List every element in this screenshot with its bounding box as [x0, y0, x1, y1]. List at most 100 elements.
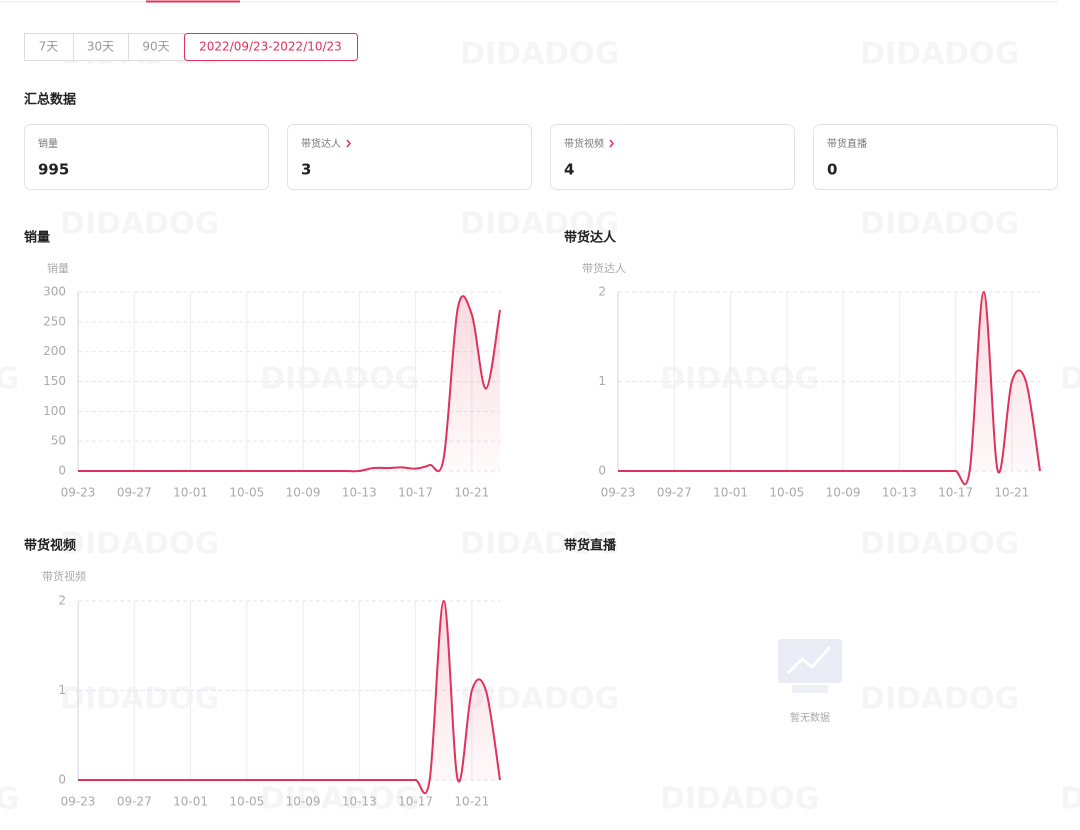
- x-tick-label: 10-05: [229, 795, 264, 809]
- link-arrow: [609, 139, 614, 148]
- y-tick-label: 250: [43, 314, 66, 328]
- x-tick-label: 09-27: [117, 795, 152, 809]
- empty-icon: [778, 639, 842, 683]
- line: [78, 599, 501, 795]
- watermark: DIDADOG: [260, 782, 419, 817]
- card-label: 带货直播: [827, 137, 867, 150]
- date-filter-button[interactable]: 2022/09/23-2022/10/23: [184, 33, 358, 61]
- date-filters: 7天 30天 90天 2022/09/23-2022/10/23: [24, 33, 358, 61]
- chart-title: 带货直播: [564, 538, 617, 554]
- x-tick-label: 10-13: [342, 795, 377, 809]
- x-tick-label: 10-01: [173, 486, 208, 500]
- card-label: 带货达人: [301, 137, 341, 150]
- x-tick-label: 09-23: [61, 486, 96, 500]
- empty-icon-stand: [792, 685, 828, 693]
- y-axis-title: 销量: [47, 261, 69, 275]
- button-label: 2022/09/23-2022/10/23: [199, 40, 342, 54]
- card-bg: [287, 124, 532, 190]
- x-tick-label: 09-23: [601, 486, 636, 500]
- watermark: DIDADOG: [60, 682, 219, 717]
- x-tick-label: 10-13: [342, 486, 377, 500]
- y-tick-label: 2: [598, 285, 606, 299]
- watermark: DIDADOG: [860, 527, 1019, 562]
- y-tick-label: 0: [58, 773, 66, 787]
- stat-card[interactable]: 带货视频 4: [550, 124, 795, 190]
- watermark: DIDADOG: [660, 782, 819, 817]
- y-tick-label: 300: [43, 285, 66, 299]
- x-tick-label: 10-21: [454, 486, 489, 500]
- card-bg: [813, 124, 1058, 190]
- stat-card[interactable]: 带货达人 3: [287, 124, 532, 190]
- x-tick-label: 10-05: [229, 486, 264, 500]
- section-title: 汇总数据: [24, 92, 76, 108]
- button-label: 7天: [39, 40, 59, 54]
- card-value: 4: [564, 161, 574, 179]
- watermark: DIDADOG: [260, 362, 419, 397]
- x-tick-label: 10-09: [826, 486, 861, 500]
- y-tick-label: 50: [51, 434, 66, 448]
- card-value: 3: [301, 161, 311, 179]
- x-tick-label: 10-01: [173, 795, 208, 809]
- y-axis-title: 带货视频: [42, 569, 86, 583]
- button-bg: [184, 33, 358, 61]
- watermark: DIDADOG: [0, 362, 19, 397]
- watermark: DIDADOG: [860, 207, 1019, 242]
- chart-title: 销量: [24, 230, 50, 246]
- watermark: DIDADOG: [460, 37, 619, 72]
- stat-card: 带货直播 0: [813, 124, 1058, 190]
- y-tick-label: 100: [43, 404, 66, 418]
- date-filter-button[interactable]: 30天: [73, 33, 129, 61]
- empty-text: 暂无数据: [790, 711, 830, 724]
- button-bg: [128, 33, 185, 61]
- date-filter-button[interactable]: 90天: [128, 33, 185, 61]
- watermark: DIDADOG: [1060, 782, 1080, 817]
- card-value: 995: [38, 161, 69, 179]
- line: [78, 295, 501, 473]
- watermark: DIDADOG: [860, 37, 1019, 72]
- empty-icon-line: [786, 645, 832, 675]
- y-tick-label: 0: [58, 464, 66, 478]
- link-arrow: [346, 139, 351, 148]
- card-bg: [550, 124, 795, 190]
- watermark: DIDADOG: [860, 682, 1019, 717]
- x-tick-label: 10-17: [398, 795, 433, 809]
- x-tick-label: 10-05: [769, 486, 804, 500]
- stat-card: 销量 995: [24, 124, 269, 190]
- y-tick-label: 200: [43, 344, 66, 358]
- x-tick-label: 10-01: [713, 486, 748, 500]
- card-label: 销量: [38, 137, 58, 150]
- x-tick-label: 10-13: [882, 486, 917, 500]
- y-axis-title: 带货达人: [582, 261, 626, 275]
- watermark: DIDADOG: [60, 527, 219, 562]
- x-tick-label: 10-21: [994, 486, 1029, 500]
- x-tick-label: 10-09: [286, 486, 321, 500]
- line: [618, 290, 1041, 486]
- watermark: DIDADOG: [1060, 362, 1080, 397]
- x-tick-label: 10-17: [938, 486, 973, 500]
- watermark: DIDADOG: [60, 207, 219, 242]
- x-tick-label: 09-27: [657, 486, 692, 500]
- y-tick-label: 150: [43, 374, 66, 388]
- watermark: DIDADOG: [0, 782, 19, 817]
- x-tick-label: 09-27: [117, 486, 152, 500]
- x-tick-label: 09-23: [61, 795, 96, 809]
- card-label: 带货视频: [564, 137, 604, 150]
- summary-cards: 销量 995 带货达人 3 带货视频 4 带货直播 0: [24, 124, 1058, 190]
- y-tick-label: 2: [58, 594, 66, 608]
- button-label: 90天: [142, 40, 169, 54]
- chart-title: 带货视频: [24, 538, 76, 554]
- card-value: 0: [827, 161, 837, 179]
- chart-title: 带货达人: [564, 230, 617, 246]
- date-filter-button[interactable]: 7天: [24, 33, 74, 61]
- y-tick-label: 1: [58, 683, 66, 697]
- x-tick-label: 10-21: [454, 795, 489, 809]
- x-tick-label: 10-17: [398, 486, 433, 500]
- watermark: DIDADOG: [660, 362, 819, 397]
- y-tick-label: 0: [598, 464, 606, 478]
